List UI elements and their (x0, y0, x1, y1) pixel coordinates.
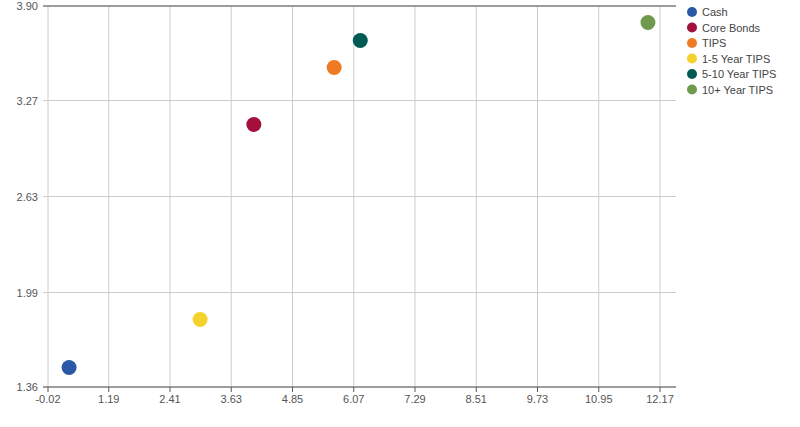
x-axis (43, 387, 676, 388)
x-tick-label: 10.95 (585, 393, 613, 405)
legend-marker (687, 69, 697, 79)
y-tick-label: 2.63 (17, 191, 38, 203)
legend-label: 5-10 Year TIPS (702, 68, 776, 80)
point (193, 312, 208, 327)
legend-marker (687, 85, 697, 95)
y-tick-label: 3.90 (17, 0, 38, 12)
x-tick-label: 7.29 (404, 393, 425, 405)
x-grid-line (169, 6, 170, 387)
x-tick-label: -0.02 (35, 393, 60, 405)
x-tick-mark (108, 387, 109, 392)
x-tick-mark (537, 387, 538, 392)
y-grid-line (43, 292, 676, 293)
x-grid-line (231, 6, 232, 387)
x-tick-label: 4.85 (282, 393, 303, 405)
x-grid-line (537, 6, 538, 387)
grid (43, 6, 676, 387)
x-tick-mark (292, 387, 293, 392)
legend: Cash Core Bonds TIPS 1-5 Year TIPS 5-10 Year… (687, 6, 776, 96)
x-tick-mark (48, 387, 49, 392)
x-tick-mark (414, 387, 415, 392)
x-tick-label: 9.73 (527, 393, 548, 405)
y-tick-label: 3.27 (17, 95, 38, 107)
x-grid-line (108, 6, 109, 387)
x-grid-line (476, 6, 477, 387)
y-grid-line (43, 6, 676, 7)
x-tick-label: 12.17 (646, 393, 674, 405)
x-tick-label: 2.41 (159, 393, 180, 405)
x-grid-line (48, 6, 49, 387)
y-tick-label: 1.36 (17, 381, 38, 393)
y-grid-line (43, 387, 676, 388)
point (353, 33, 368, 48)
top-axis (43, 6, 676, 7)
legend-marker (687, 23, 697, 33)
point (640, 15, 655, 30)
point (327, 60, 342, 75)
x-tick-mark (598, 387, 599, 392)
legend-label: 1-5 Year TIPS (702, 53, 770, 65)
y-grid-line (43, 196, 676, 197)
x-grid-line (353, 6, 354, 387)
point (62, 360, 77, 375)
x-tick-mark (660, 387, 661, 392)
legend-marker (687, 54, 697, 64)
y-grid-line (43, 100, 676, 101)
x-grid-line (414, 6, 415, 387)
x-grid-line (660, 6, 661, 387)
x-tick-label: 8.51 (466, 393, 487, 405)
x-tick-label: 3.63 (221, 393, 242, 405)
x-tick-mark (476, 387, 477, 392)
y-tick-label: 1.99 (17, 287, 38, 299)
chart: 1.36 1.99 2.63 3.27 3.90 -0.02 1.19 2.41 3.63 4.8… (0, 0, 800, 427)
x-tick-mark (169, 387, 170, 392)
points (62, 15, 656, 375)
x-grid-line (292, 6, 293, 387)
point (246, 117, 261, 132)
x-tick-mark (353, 387, 354, 392)
legend-label: Cash (702, 6, 728, 18)
legend-marker (687, 38, 697, 48)
legend-label: 10+ Year TIPS (702, 84, 773, 96)
x-tick-label: 6.07 (343, 393, 364, 405)
legend-marker (687, 7, 697, 17)
x-grid-line (598, 6, 599, 387)
legend-label: Core Bonds (702, 22, 761, 34)
legend-label: TIPS (702, 37, 726, 49)
x-tick-mark (231, 387, 232, 392)
x-tick-label: 1.19 (98, 393, 119, 405)
